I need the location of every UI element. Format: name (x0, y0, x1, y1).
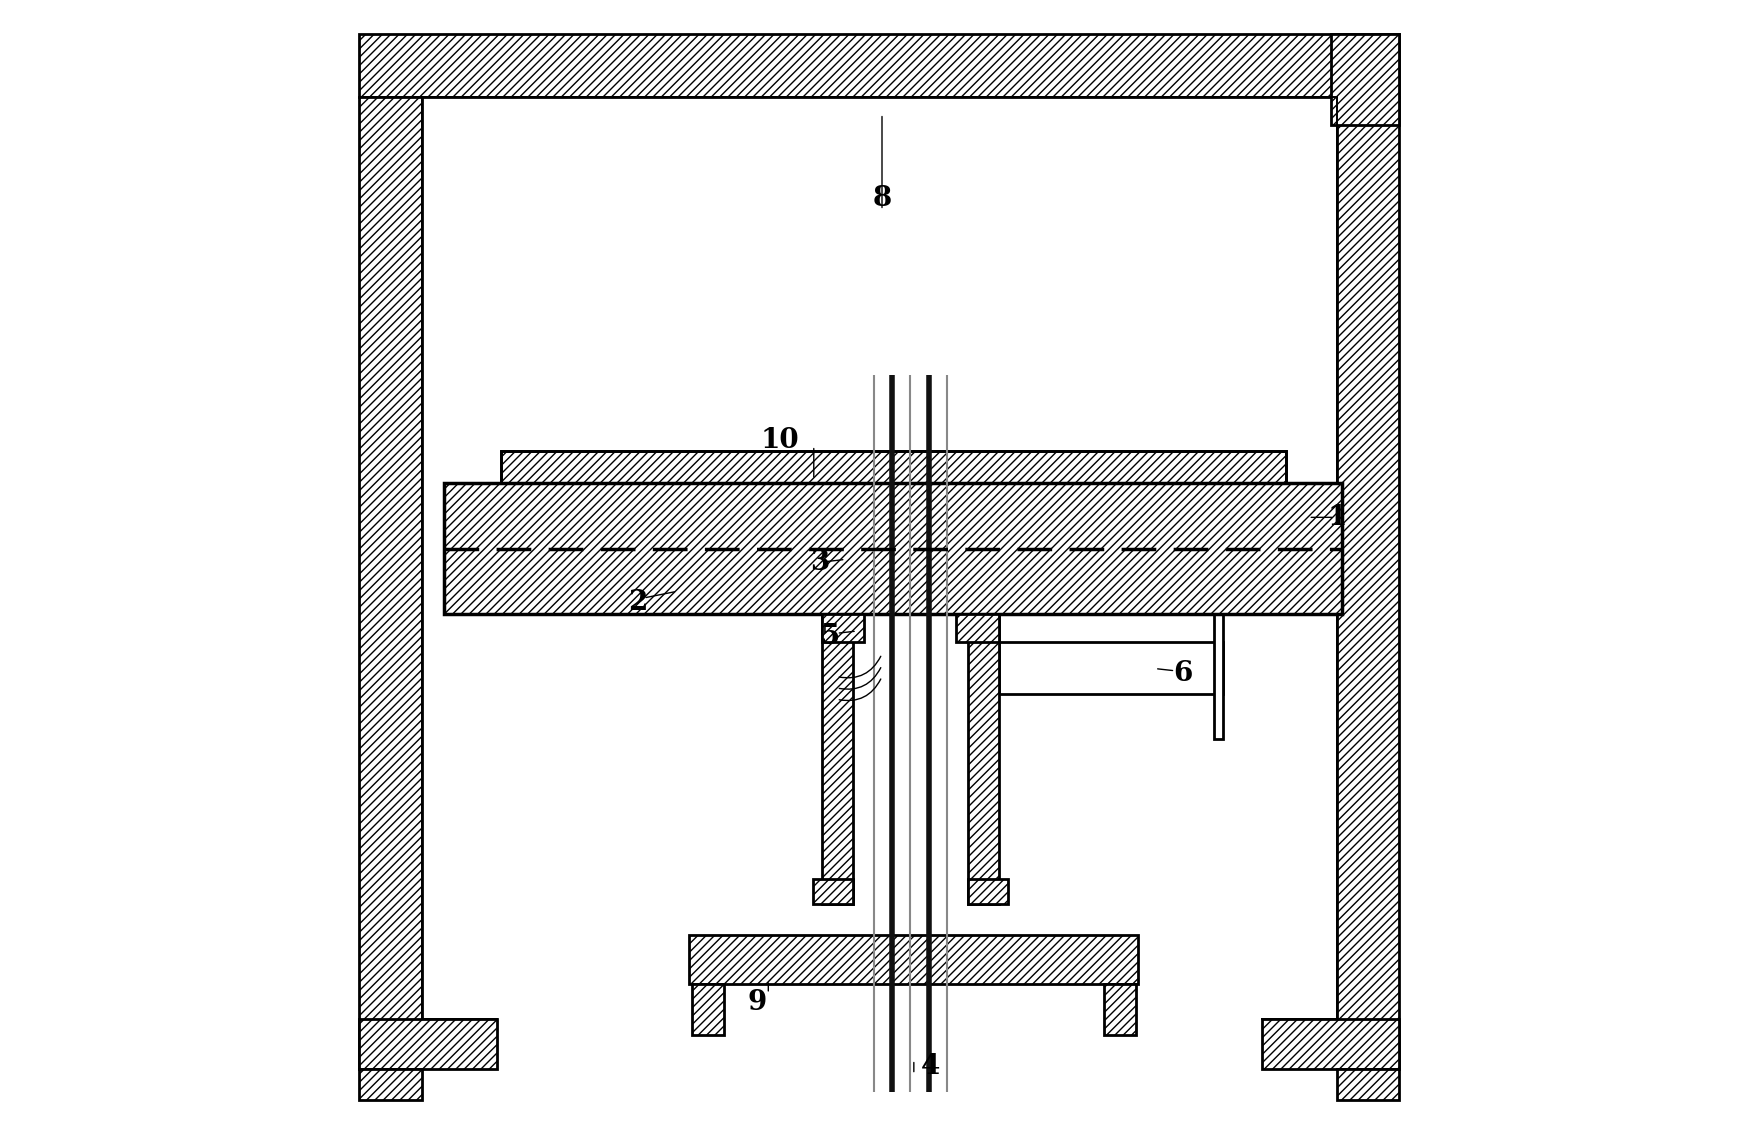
Bar (822, 614, 854, 904)
Text: 2: 2 (628, 589, 647, 616)
Bar (998, 642, 1222, 694)
Text: 8: 8 (873, 185, 891, 213)
Text: 4: 4 (921, 1053, 940, 1080)
Text: 5: 5 (822, 623, 840, 650)
Text: 1: 1 (1327, 504, 1346, 531)
Bar (813, 879, 854, 904)
Bar (1332, 34, 1399, 125)
Bar (1337, 1069, 1399, 1101)
Bar (1337, 97, 1399, 1069)
Text: 3: 3 (810, 549, 829, 576)
Bar (688, 935, 1138, 984)
Bar (1104, 984, 1136, 1035)
Bar (445, 483, 1342, 614)
Bar (501, 451, 1286, 483)
Bar (445, 483, 1342, 614)
Bar (360, 1069, 422, 1101)
Bar (360, 97, 422, 1069)
Bar (723, 984, 1104, 1035)
Bar (968, 879, 1007, 904)
Bar (822, 614, 864, 642)
Bar (360, 34, 1399, 97)
Bar (854, 614, 968, 904)
Bar (501, 451, 1286, 483)
Text: 9: 9 (748, 989, 767, 1016)
Bar (968, 614, 998, 904)
Text: 6: 6 (1173, 659, 1192, 687)
Bar (360, 1019, 496, 1069)
Bar (956, 614, 998, 642)
Bar (691, 984, 723, 1035)
Text: 10: 10 (760, 426, 799, 454)
Bar (1214, 597, 1222, 739)
Bar (1261, 1019, 1399, 1069)
Bar (422, 97, 1337, 1019)
